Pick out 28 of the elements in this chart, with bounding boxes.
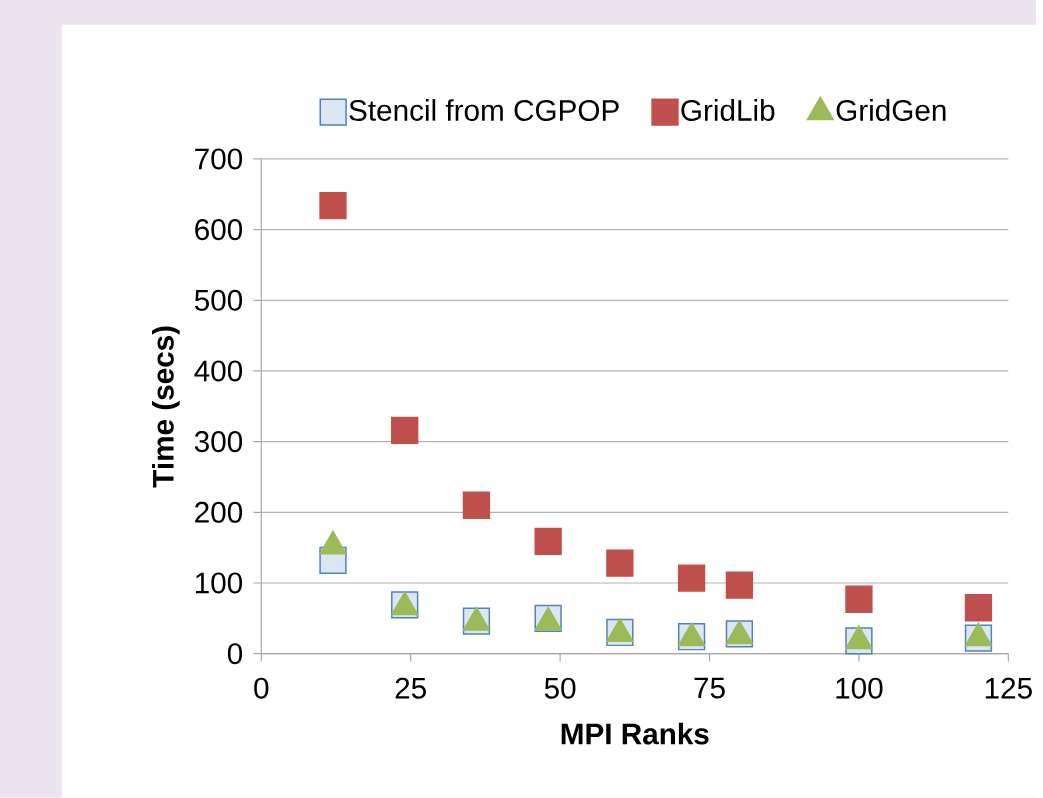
point <box>462 491 491 520</box>
y-tick-label: 300 <box>194 431 243 453</box>
legend-label: GridLib <box>681 99 775 122</box>
x-tick-label: 100 <box>836 677 883 699</box>
y-tick-label: 100 <box>195 572 243 594</box>
x-tick-label: 75 <box>694 677 725 699</box>
x-tick-label: 125 <box>985 677 1032 699</box>
y-tick-label: 0 <box>227 643 243 665</box>
point <box>964 594 993 622</box>
y-tick-label: 200 <box>195 501 243 523</box>
point <box>606 549 634 577</box>
y-tick-label: 700 <box>195 148 243 170</box>
x-tick-label: 25 <box>395 677 426 699</box>
point <box>534 527 562 556</box>
legend-label: Stencil from CGPOP <box>349 99 619 122</box>
point <box>319 192 347 220</box>
y-tick-label: 500 <box>194 289 243 311</box>
point <box>391 416 419 445</box>
point <box>725 571 754 599</box>
y-tick-label: 600 <box>195 219 243 241</box>
legend-label: GridGen <box>836 99 946 122</box>
y-tick-label: 400 <box>194 360 243 382</box>
point <box>677 564 706 592</box>
x-axis-title: MPI Ranks <box>561 722 709 745</box>
y-axis-title: Time (secs) <box>151 326 180 488</box>
x-tick-label: 0 <box>254 677 269 699</box>
x-tick-label: 50 <box>544 677 576 699</box>
point <box>845 585 873 614</box>
